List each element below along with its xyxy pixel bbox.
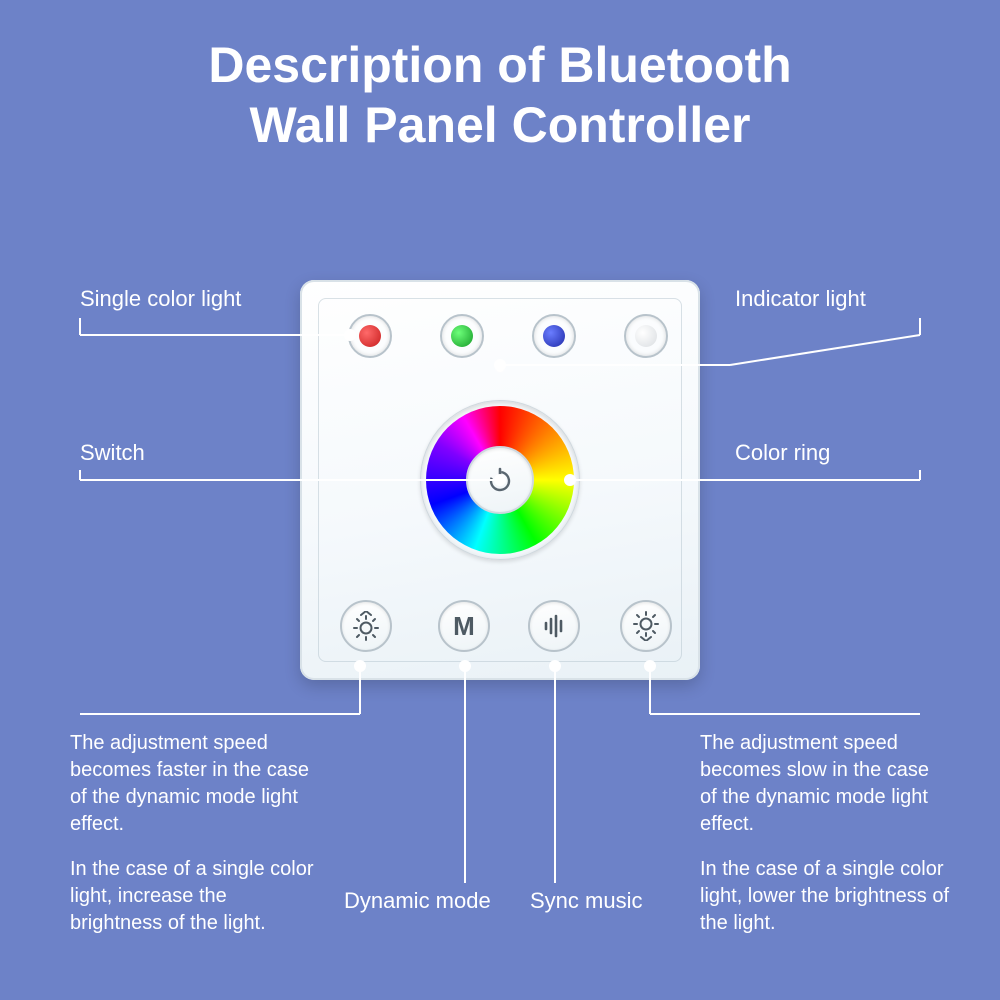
controller-panel: M xyxy=(300,280,700,680)
desc-brightness-down: The adjustment speed becomes slow in the… xyxy=(700,730,950,955)
label-dynamic-mode: Dynamic mode xyxy=(344,888,491,914)
brightness-down-button[interactable] xyxy=(620,600,672,652)
desc-brightness-up-p2: In the case of a single color light, inc… xyxy=(70,856,320,937)
music-button[interactable] xyxy=(528,600,580,652)
power-switch-button[interactable] xyxy=(466,446,534,514)
label-switch: Switch xyxy=(80,440,145,466)
color-ring[interactable] xyxy=(420,400,580,560)
label-color-ring: Color ring xyxy=(735,440,830,466)
color-button-white[interactable] xyxy=(624,314,668,358)
brightness-up-button[interactable] xyxy=(340,600,392,652)
color-button-red[interactable] xyxy=(348,314,392,358)
label-sync-music: Sync music xyxy=(530,888,642,914)
desc-brightness-up: The adjustment speed becomes faster in t… xyxy=(70,730,320,955)
indicator-light xyxy=(496,364,504,372)
power-icon xyxy=(485,465,515,495)
desc-brightness-down-p2: In the case of a single color light, low… xyxy=(700,856,950,937)
brightness-down-icon xyxy=(631,611,661,641)
diagram-stage: M xyxy=(0,0,1000,1000)
color-button-blue[interactable] xyxy=(532,314,576,358)
label-single-color-light: Single color light xyxy=(80,286,241,312)
desc-brightness-up-p1: The adjustment speed becomes faster in t… xyxy=(70,730,320,838)
brightness-up-icon xyxy=(351,611,381,641)
color-button-green[interactable] xyxy=(440,314,484,358)
mode-button[interactable]: M xyxy=(438,600,490,652)
music-icon xyxy=(539,611,569,641)
mode-icon: M xyxy=(453,611,475,642)
label-indicator-light: Indicator light xyxy=(735,286,866,312)
desc-brightness-down-p1: The adjustment speed becomes slow in the… xyxy=(700,730,950,838)
